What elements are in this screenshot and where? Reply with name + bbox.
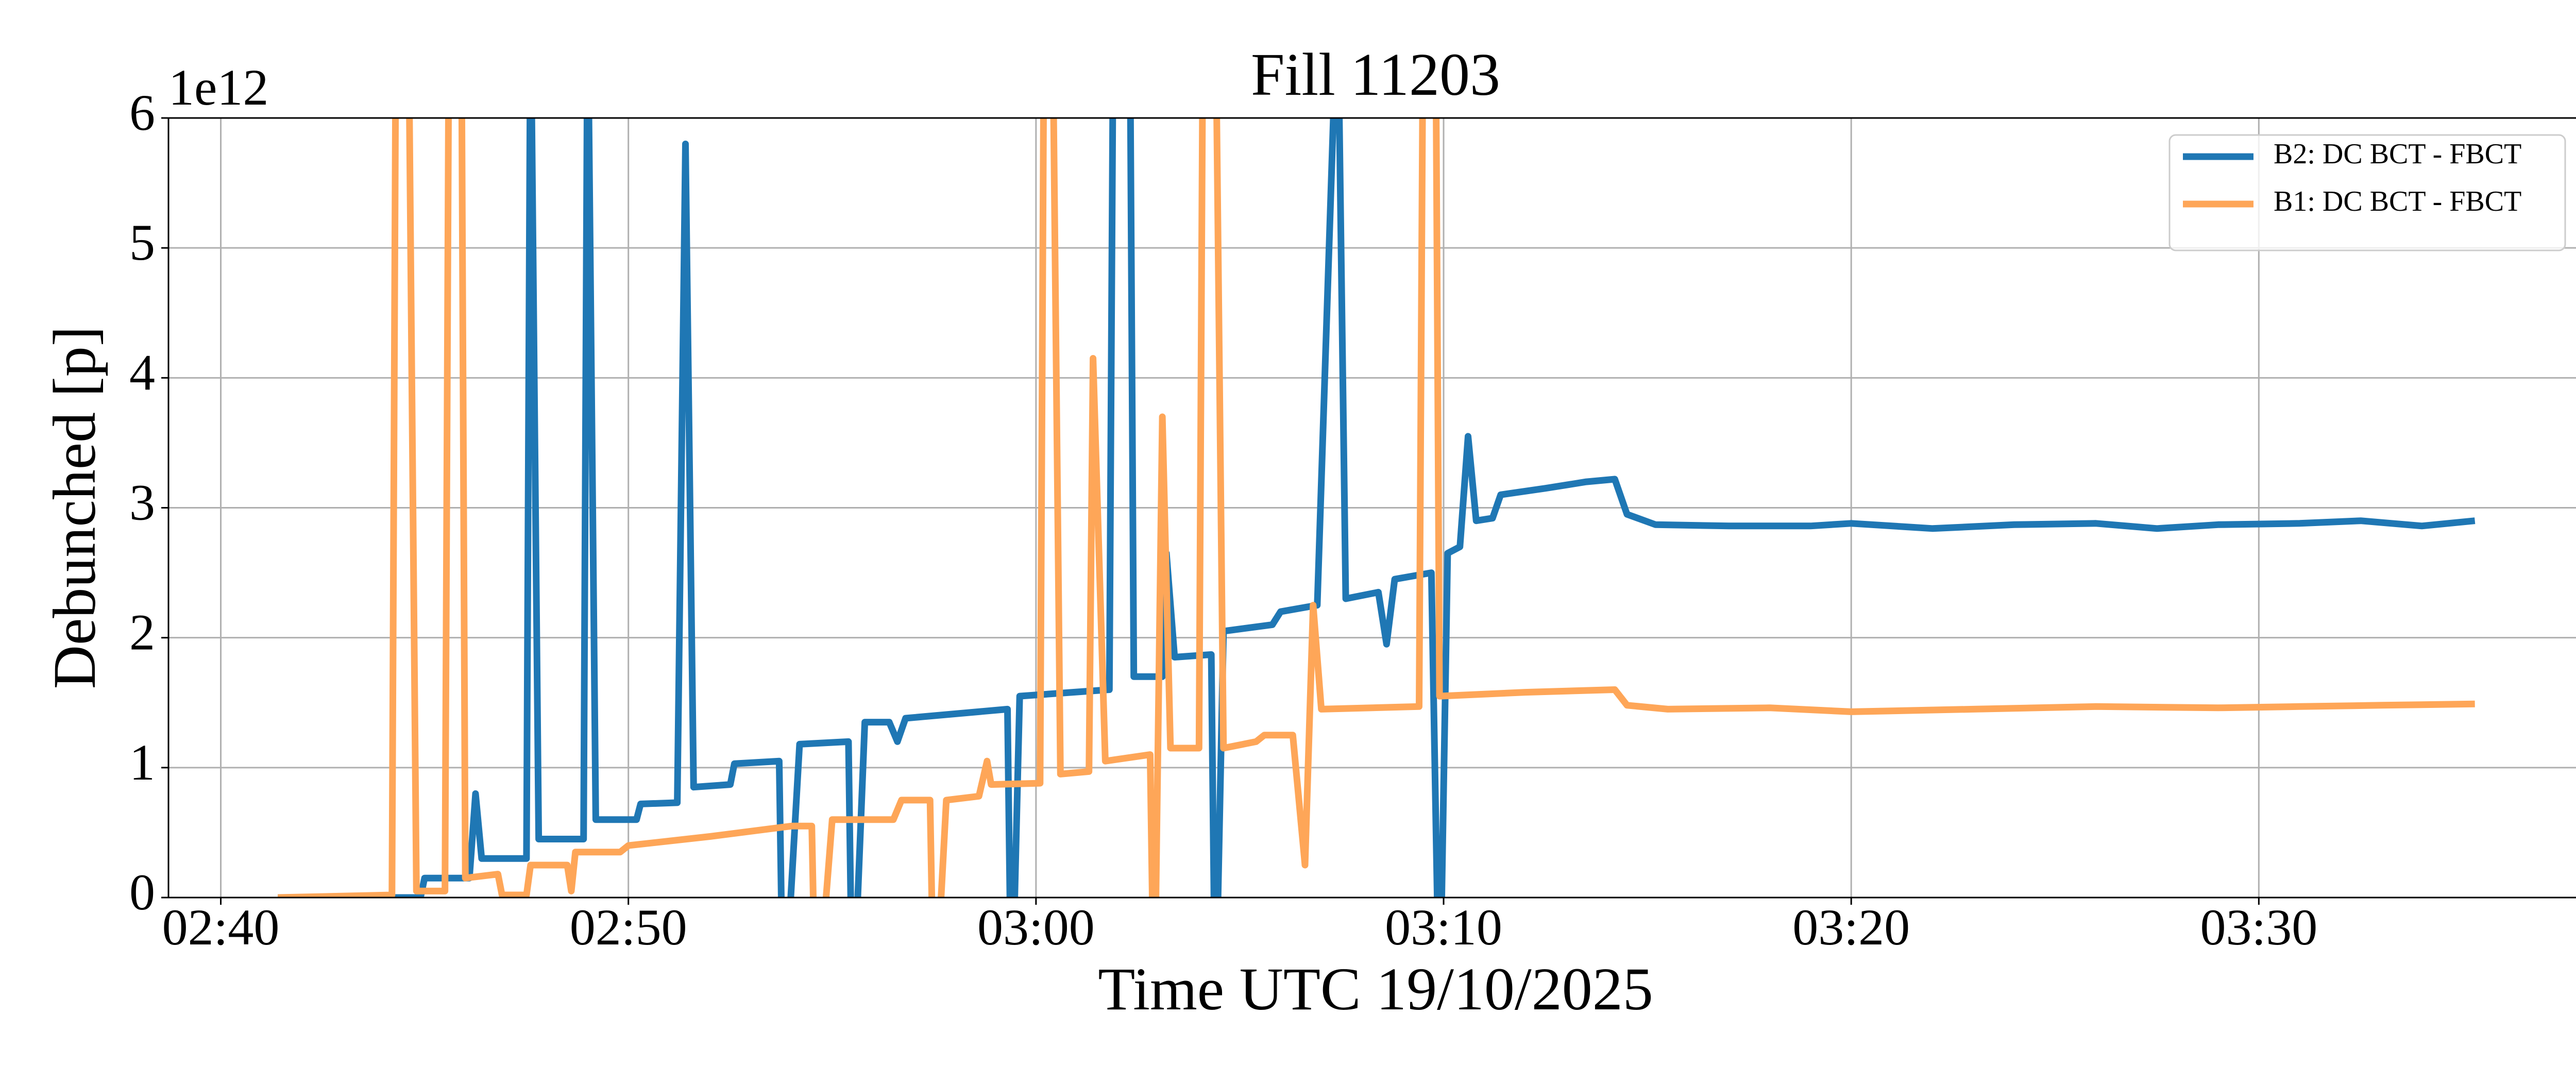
offset-text: 1e12	[168, 59, 268, 116]
y-tick-label: 4	[129, 344, 155, 401]
x-tick-label: 03:00	[977, 899, 1095, 956]
x-tick-label: 02:40	[162, 899, 280, 956]
y-axis-label: Debunched [p]	[41, 326, 108, 689]
plot-area	[278, 118, 2476, 898]
x-tick-label: 03:30	[2200, 899, 2317, 956]
y-tick-label: 1	[129, 734, 155, 791]
y-tick-label: 2	[129, 604, 155, 661]
x-tick-label: 02:50	[570, 899, 687, 956]
y-tick-label: 3	[129, 474, 155, 531]
y-tick-label: 0	[129, 864, 155, 921]
legend-label: B1: DC BCT - FBCT	[2274, 185, 2521, 217]
x-tick-label: 03:10	[1385, 899, 1502, 956]
x-tick-label: 03:20	[1792, 899, 1910, 956]
y-tick-label: 5	[129, 214, 155, 271]
legend-label: B2: DC BCT - FBCT	[2274, 138, 2521, 170]
series-line	[278, 118, 2475, 898]
legend: B2: DC BCT - FBCT B1: DC BCT - FBCT	[2168, 134, 2566, 251]
chart-title: Fill 11203	[1251, 41, 1500, 108]
y-tick-label: 6	[129, 84, 155, 141]
x-axis-label: Time UTC 19/10/2025	[1098, 955, 1653, 1023]
legend-box	[2168, 134, 2566, 251]
series-line	[278, 118, 2476, 898]
